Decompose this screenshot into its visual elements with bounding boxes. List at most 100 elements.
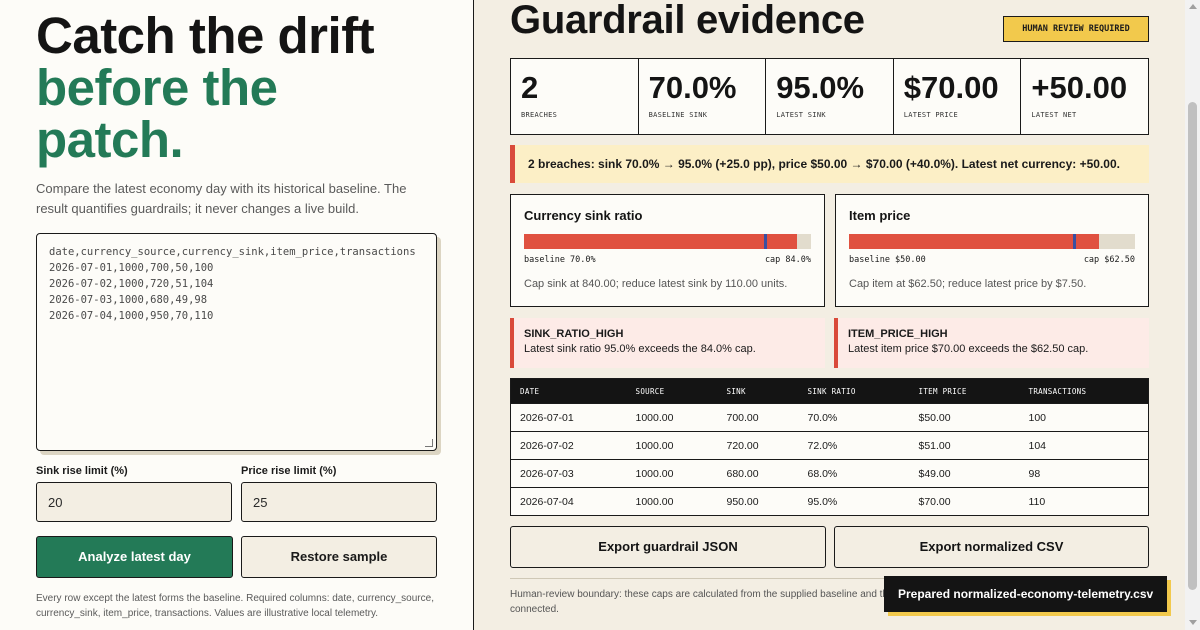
cell-source: 1000.00 <box>626 459 718 488</box>
col-header-sink-ratio: SINK RATIO <box>798 378 910 404</box>
gauge-cap-label: cap $62.50 <box>1083 255 1135 265</box>
stat-latest-sink: 95.0% LATEST SINK <box>766 59 894 134</box>
stat-latest-price: $70.00 LATEST PRICE <box>894 59 1022 134</box>
hero-description: Compare the latest economy day with its … <box>36 181 407 216</box>
human-review-boundary-note: Human-review boundary: these caps are ca… <box>510 589 1149 615</box>
col-header-item-price: ITEM PRICE <box>909 378 1020 404</box>
cell-date: 2026-07-04 <box>510 487 627 516</box>
alert-sink-ratio: SINK_RATIO_HIGH Latest sink ratio 95.0% … <box>510 318 825 368</box>
cell-item-price: $49.00 <box>909 459 1020 488</box>
telemetry-table: DATE SOURCE SINK SINK RATIO ITEM PRICE T… <box>510 378 1149 516</box>
cell-sink: 680.00 <box>717 459 799 488</box>
hero-line-1: Catch the drift <box>36 7 375 64</box>
scrollbar-thumb[interactable] <box>1188 102 1197 590</box>
gauge-note: Cap item at $62.50; reduce latest price … <box>849 278 1087 290</box>
cell-date: 2026-07-03 <box>510 459 627 488</box>
table-row: 2026-07-02 1000.00 720.00 72.0% $51.00 1… <box>510 431 1149 460</box>
stat-latest-net: +50.00 LATEST NET <box>1021 59 1148 134</box>
table-row: 2026-07-01 1000.00 700.00 70.0% $50.00 1… <box>510 403 1149 432</box>
stat-value: +50.00 <box>1031 70 1128 105</box>
cell-sink-ratio: 68.0% <box>798 459 910 488</box>
gauge-bar <box>849 234 1135 249</box>
gauge-bar <box>524 234 811 249</box>
col-header-sink: SINK <box>717 378 799 404</box>
analyze-button[interactable]: Analyze latest day <box>36 536 233 578</box>
export-toast: Prepared normalized-economy-telemetry.cs… <box>884 576 1167 612</box>
sink-limit-label: Sink rise limit (%) <box>36 465 128 477</box>
cell-sink-ratio: 95.0% <box>798 487 910 516</box>
stat-value: $70.00 <box>903 70 999 105</box>
cell-transactions: 104 <box>1019 431 1149 460</box>
col-header-source: SOURCE <box>626 378 718 404</box>
gauge-cap-marker <box>764 234 768 249</box>
gauge-scale: baseline $50.00 cap $62.50 <box>849 255 1135 265</box>
scroll-down-arrow-icon[interactable] <box>1189 620 1197 625</box>
column-requirements-note: Every row except the latest forms the ba… <box>36 593 434 619</box>
stat-value: 70.0% <box>648 70 737 105</box>
hero-line-3: patch. <box>36 111 184 168</box>
export-json-button[interactable]: Export guardrail JSON <box>510 526 826 568</box>
price-limit-label: Price rise limit (%) <box>241 465 337 477</box>
stat-breaches: 2 BREACHES <box>511 59 639 134</box>
stat-label: LATEST NET <box>1031 111 1077 119</box>
alert-text: Latest item price $70.00 exceeds the $62… <box>848 343 1089 355</box>
cell-sink: 700.00 <box>717 403 799 432</box>
cell-item-price: $50.00 <box>909 403 1020 432</box>
stats-strip: 2 BREACHES 70.0% BASELINE SINK 95.0% LAT… <box>510 58 1149 135</box>
evidence-panel: Guardrail evidence HUMAN REVIEW REQUIRED… <box>475 0 1185 630</box>
cell-transactions: 110 <box>1019 487 1149 516</box>
cell-item-price: $51.00 <box>909 431 1020 460</box>
stat-value: 95.0% <box>776 70 865 105</box>
gauge-card-sink: Currency sink ratio baseline 70.0% cap 8… <box>510 194 825 307</box>
cell-sink: 720.00 <box>717 431 799 460</box>
cell-transactions: 98 <box>1019 459 1149 488</box>
input-panel: Catch the drift before the patch. Compar… <box>0 0 474 630</box>
scroll-up-arrow-icon[interactable] <box>1189 4 1197 9</box>
hero-line-2: before the <box>36 59 278 116</box>
gauge-scale: baseline 70.0% cap 84.0% <box>524 255 811 265</box>
stat-baseline-sink: 70.0% BASELINE SINK <box>639 59 767 134</box>
cell-source: 1000.00 <box>626 431 718 460</box>
gauge-baseline-label: baseline 70.0% <box>524 255 596 265</box>
alert-text: Latest sink ratio 95.0% exceeds the 84.0… <box>524 343 756 355</box>
cell-sink: 950.00 <box>717 487 799 516</box>
cell-source: 1000.00 <box>626 487 718 516</box>
stat-label: LATEST SINK <box>776 111 826 119</box>
evidence-title: Guardrail evidence <box>510 0 865 42</box>
cell-transactions: 100 <box>1019 403 1149 432</box>
gauge-fill <box>524 234 797 249</box>
alert-item-price: ITEM_PRICE_HIGH Latest item price $70.00… <box>834 318 1149 368</box>
breach-summary: 2 breaches: sink 70.0% → 95.0% (+25.0 pp… <box>510 145 1149 183</box>
cell-date: 2026-07-02 <box>510 431 627 460</box>
alert-code: ITEM_PRICE_HIGH <box>848 328 948 340</box>
stat-label: BASELINE SINK <box>648 111 708 119</box>
table-row: 2026-07-03 1000.00 680.00 68.0% $49.00 9… <box>510 459 1149 488</box>
alert-code: SINK_RATIO_HIGH <box>524 328 624 340</box>
gauge-baseline-label: baseline $50.00 <box>849 255 926 265</box>
cell-sink-ratio: 70.0% <box>798 403 910 432</box>
human-review-badge: HUMAN REVIEW REQUIRED <box>1003 16 1149 42</box>
gauge-card-price: Item price baseline $50.00 cap $62.50 Ca… <box>835 194 1149 307</box>
cell-sink-ratio: 72.0% <box>798 431 910 460</box>
csv-textarea[interactable]: date,currency_source,currency_sink,item_… <box>36 233 437 451</box>
stat-label: BREACHES <box>521 111 558 119</box>
cell-date: 2026-07-01 <box>510 403 627 432</box>
restore-sample-button[interactable]: Restore sample <box>241 536 437 578</box>
gauge-cap-label: cap 84.0% <box>764 255 811 265</box>
sink-limit-input[interactable]: 20 <box>36 482 232 522</box>
price-limit-input[interactable]: 25 <box>241 482 437 522</box>
gauge-note: Cap sink at 840.00; reduce latest sink b… <box>524 278 788 290</box>
gauge-fill <box>849 234 1100 249</box>
hero-headline: Catch the drift before the patch. <box>36 10 456 166</box>
gauge-title: Item price <box>849 208 911 223</box>
gauge-cap-marker <box>1073 234 1077 249</box>
table-row: 2026-07-04 1000.00 950.00 95.0% $70.00 1… <box>510 487 1149 516</box>
col-header-date: DATE <box>510 378 627 404</box>
table-header-row: DATE SOURCE SINK SINK RATIO ITEM PRICE T… <box>510 378 1149 404</box>
resize-grip-icon[interactable] <box>425 439 433 447</box>
cell-item-price: $70.00 <box>909 487 1020 516</box>
stat-label: LATEST PRICE <box>903 111 958 119</box>
divider <box>510 578 1149 579</box>
col-header-transactions: TRANSACTIONS <box>1019 378 1149 404</box>
export-csv-button[interactable]: Export normalized CSV <box>834 526 1149 568</box>
